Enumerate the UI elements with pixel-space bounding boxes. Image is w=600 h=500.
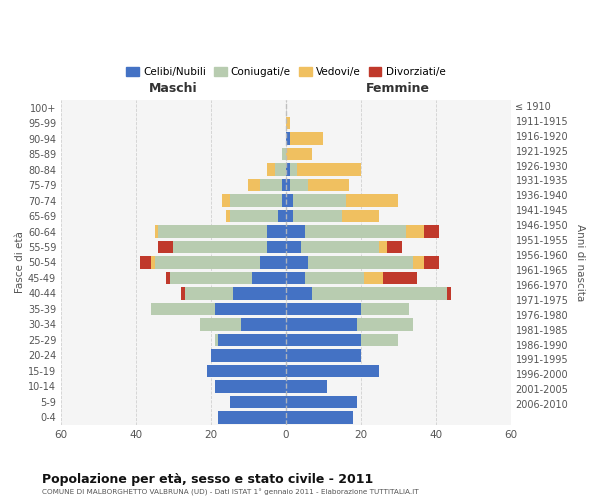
Bar [286, 256, 308, 269]
Bar [286, 210, 293, 222]
Bar [241, 318, 286, 331]
Bar [286, 132, 290, 145]
Legend: Celibi/Nubili, Coniugati/e, Vedovi/e, Divorziati/e: Celibi/Nubili, Coniugati/e, Vedovi/e, Di… [122, 63, 449, 82]
Bar [181, 287, 185, 300]
Bar [286, 302, 361, 316]
Bar [286, 194, 293, 207]
Bar [286, 240, 301, 254]
Y-axis label: Anni di nascita: Anni di nascita [575, 224, 585, 301]
Bar [290, 132, 323, 145]
Bar [286, 287, 312, 300]
Bar [305, 225, 406, 238]
Bar [233, 287, 286, 300]
Text: Femmine: Femmine [366, 82, 430, 95]
Text: COMUNE DI MALBORGHETTO VALBRUNA (UD) - Dati ISTAT 1° gennaio 2011 - Elaborazione: COMUNE DI MALBORGHETTO VALBRUNA (UD) - D… [42, 489, 419, 496]
Bar [286, 116, 290, 130]
Bar [286, 225, 305, 238]
Bar [286, 349, 361, 362]
Bar [290, 178, 308, 192]
Bar [286, 178, 290, 192]
Bar [286, 318, 357, 331]
Bar [286, 396, 357, 408]
Bar [185, 287, 233, 300]
Bar [308, 256, 413, 269]
Bar [379, 240, 387, 254]
Bar [383, 272, 417, 284]
Bar [301, 240, 379, 254]
Bar [158, 240, 173, 254]
Bar [278, 210, 286, 222]
Bar [260, 256, 286, 269]
Bar [413, 256, 424, 269]
Bar [158, 225, 267, 238]
Bar [215, 334, 218, 346]
Bar [230, 194, 282, 207]
Bar [260, 178, 282, 192]
Bar [312, 287, 447, 300]
Bar [282, 178, 286, 192]
Bar [248, 178, 260, 192]
Bar [447, 287, 451, 300]
Bar [218, 334, 286, 346]
Bar [286, 364, 379, 378]
Bar [297, 163, 361, 176]
Bar [173, 240, 267, 254]
Bar [275, 163, 286, 176]
Bar [215, 302, 286, 316]
Bar [406, 225, 424, 238]
Bar [230, 396, 286, 408]
Bar [140, 256, 151, 269]
Bar [346, 194, 398, 207]
Bar [207, 364, 286, 378]
Bar [218, 411, 286, 424]
Bar [282, 148, 286, 160]
Bar [200, 318, 241, 331]
Bar [267, 225, 286, 238]
Text: Maschi: Maschi [149, 82, 198, 95]
Bar [155, 256, 260, 269]
Bar [151, 302, 215, 316]
Bar [282, 194, 286, 207]
Bar [387, 240, 402, 254]
Bar [166, 272, 170, 284]
Bar [267, 240, 286, 254]
Bar [308, 178, 349, 192]
Bar [286, 334, 361, 346]
Bar [305, 272, 364, 284]
Bar [342, 210, 379, 222]
Bar [151, 256, 155, 269]
Bar [230, 210, 278, 222]
Bar [215, 380, 286, 393]
Bar [267, 163, 275, 176]
Text: Popolazione per età, sesso e stato civile - 2011: Popolazione per età, sesso e stato civil… [42, 472, 373, 486]
Bar [170, 272, 252, 284]
Bar [361, 334, 398, 346]
Bar [226, 210, 230, 222]
Bar [286, 272, 305, 284]
Bar [364, 272, 383, 284]
Bar [357, 318, 413, 331]
Bar [361, 302, 409, 316]
Bar [293, 210, 342, 222]
Bar [155, 225, 158, 238]
Bar [293, 194, 346, 207]
Bar [286, 380, 327, 393]
Bar [290, 163, 297, 176]
Bar [222, 194, 230, 207]
Y-axis label: Fasce di età: Fasce di età [15, 232, 25, 294]
Bar [252, 272, 286, 284]
Bar [286, 411, 353, 424]
Bar [286, 148, 312, 160]
Bar [286, 163, 290, 176]
Bar [424, 225, 439, 238]
Bar [424, 256, 439, 269]
Bar [211, 349, 286, 362]
